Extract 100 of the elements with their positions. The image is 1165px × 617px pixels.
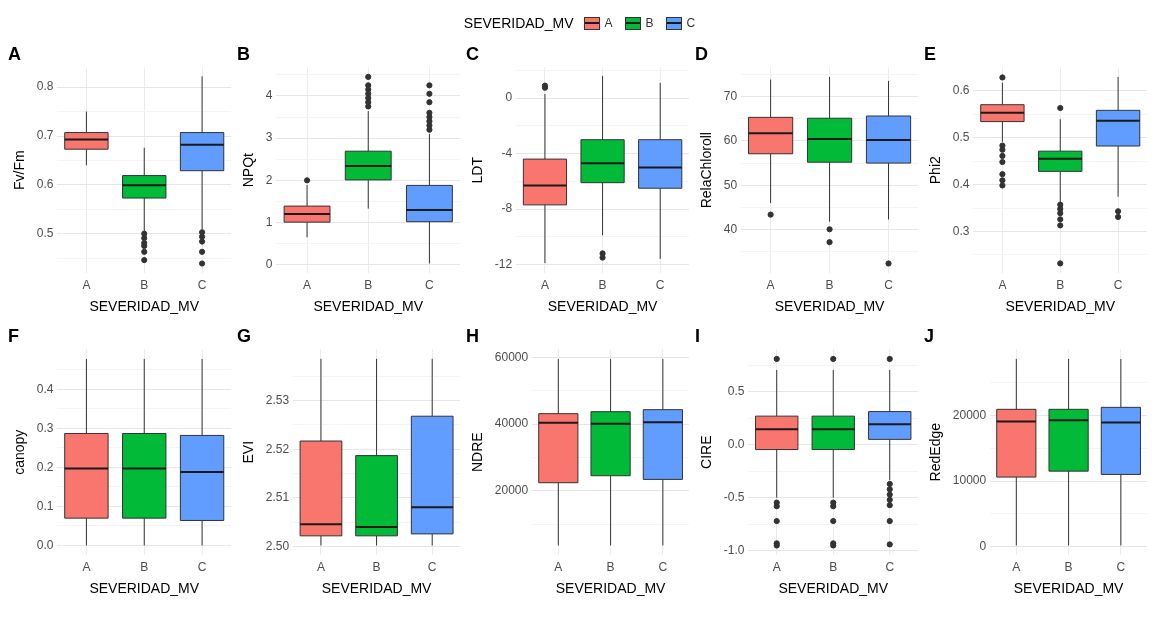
y-axis-title: RelaChloroll	[698, 132, 715, 209]
x-tick-label: C	[1113, 278, 1123, 293]
legend-label: B	[645, 16, 654, 30]
y-axis-title: NDRE	[469, 432, 486, 473]
y-tick-label: 0	[505, 90, 513, 105]
x-tick-label: B	[1064, 560, 1073, 575]
x-tick-label: B	[140, 560, 149, 575]
y-tick-label: 0.6	[36, 177, 54, 192]
y-tick-label: 0.1	[36, 498, 54, 513]
y-tick-label: 0.0	[727, 436, 745, 451]
y-tick-label: 3	[265, 130, 273, 145]
chart-title: A	[8, 43, 21, 64]
chart-title: J	[924, 325, 935, 346]
x-tick-label: A	[82, 560, 91, 575]
y-tick-label: 60	[723, 133, 738, 148]
y-tick-label: 4	[265, 88, 273, 103]
y-tick-label: 40000	[494, 416, 529, 431]
y-tick-label: 0.4	[36, 381, 54, 396]
y-axis-title: LDT	[469, 156, 486, 184]
x-axis-title: SEVERIDAD_MV	[774, 298, 886, 315]
x-tick-label: A	[766, 278, 775, 293]
y-tick-label: 0	[979, 539, 987, 554]
y-tick-label: 2.52	[265, 441, 290, 456]
y-tick-label: 0	[265, 257, 273, 272]
x-axis-title: SEVERIDAD_MV	[321, 580, 433, 597]
y-tick-label: 0.5	[727, 383, 745, 398]
y-tick-label: 10000	[952, 473, 987, 488]
y-tick-label: 0.3	[36, 420, 54, 435]
y-tick-label: -12	[494, 256, 513, 271]
y-tick-label: 1	[265, 214, 273, 229]
y-tick-label: 2.50	[265, 538, 290, 553]
x-axis-title: SEVERIDAD_MV	[778, 580, 889, 597]
y-tick-label: 0.5	[36, 226, 54, 241]
x-tick-label: A	[82, 278, 91, 293]
chart-title: D	[695, 43, 708, 64]
x-tick-label: A	[998, 278, 1007, 293]
y-tick-label: 0.3	[952, 223, 970, 238]
x-axis-title: SEVERIDAD_MV	[1013, 580, 1125, 597]
y-axis-title: Fv/Fm	[11, 150, 28, 191]
x-tick-label: A	[1012, 560, 1021, 575]
x-tick-label: A	[316, 560, 325, 575]
x-tick-label: B	[829, 560, 838, 575]
y-tick-label: 50	[723, 177, 738, 192]
x-tick-label: C	[885, 560, 895, 575]
y-tick-label: 2	[265, 172, 273, 187]
x-axis-title: SEVERIDAD_MV	[547, 298, 659, 315]
chart-title: B	[237, 43, 250, 64]
y-tick-label: -0.5	[723, 490, 745, 505]
y-tick-label: 0.4	[952, 176, 970, 191]
x-tick-label: B	[1056, 278, 1065, 293]
y-tick-label: 20000	[952, 407, 987, 422]
y-tick-label: 40	[723, 222, 738, 237]
y-tick-label: 20000	[494, 483, 529, 498]
x-tick-label: B	[598, 278, 607, 293]
y-axis-title: NPQt	[240, 152, 257, 188]
x-tick-label: B	[372, 560, 381, 575]
y-tick-label: 0.0	[36, 537, 54, 552]
y-tick-label: 0.8	[36, 79, 54, 94]
chart-title: I	[695, 325, 701, 346]
x-axis-title: SEVERIDAD_MV	[89, 580, 200, 597]
x-tick-label: C	[427, 560, 437, 575]
y-tick-label: 0.2	[36, 459, 54, 474]
x-tick-label: A	[772, 560, 781, 575]
y-axis-title: canopy	[11, 429, 28, 475]
x-tick-label: B	[825, 278, 834, 293]
x-axis-title: SEVERIDAD_MV	[555, 580, 667, 597]
legend-label: A	[604, 16, 613, 30]
x-tick-label: C	[884, 278, 894, 293]
y-tick-label: 2.51	[265, 490, 290, 505]
y-tick-label: -4	[501, 145, 513, 160]
x-tick-label: C	[197, 560, 207, 575]
x-tick-label: C	[1116, 560, 1126, 575]
legend-title: SEVERIDAD_MV	[463, 15, 574, 31]
y-axis-title: EVI	[240, 440, 257, 464]
x-tick-label: C	[658, 560, 668, 575]
y-axis-title: RedEdge	[927, 422, 944, 482]
chart-title: F	[8, 325, 19, 346]
x-tick-label: C	[425, 278, 435, 293]
x-tick-label: A	[540, 278, 549, 293]
y-tick-label: 2.53	[265, 392, 290, 407]
chart-title: E	[924, 43, 937, 64]
chart-title: C	[466, 43, 479, 64]
y-tick-label: 0.6	[952, 82, 970, 97]
y-axis-title: Phi2	[927, 155, 944, 185]
x-tick-label: B	[364, 278, 373, 293]
x-tick-label: A	[554, 560, 563, 575]
y-tick-label: 70	[723, 88, 738, 103]
y-tick-label: 60000	[494, 349, 529, 364]
legend-label: C	[686, 16, 696, 30]
x-tick-label: C	[655, 278, 665, 293]
chart-title: H	[466, 325, 479, 346]
x-tick-label: C	[197, 278, 207, 293]
y-tick-label: -1.0	[723, 543, 745, 558]
y-axis-title: CIRE	[698, 435, 715, 469]
x-axis-title: SEVERIDAD_MV	[1005, 298, 1116, 315]
x-tick-label: B	[140, 278, 149, 293]
x-axis-title: SEVERIDAD_MV	[313, 298, 424, 315]
x-tick-label: A	[303, 278, 312, 293]
x-axis-title: SEVERIDAD_MV	[89, 298, 200, 315]
y-tick-label: 0.5	[952, 129, 970, 144]
